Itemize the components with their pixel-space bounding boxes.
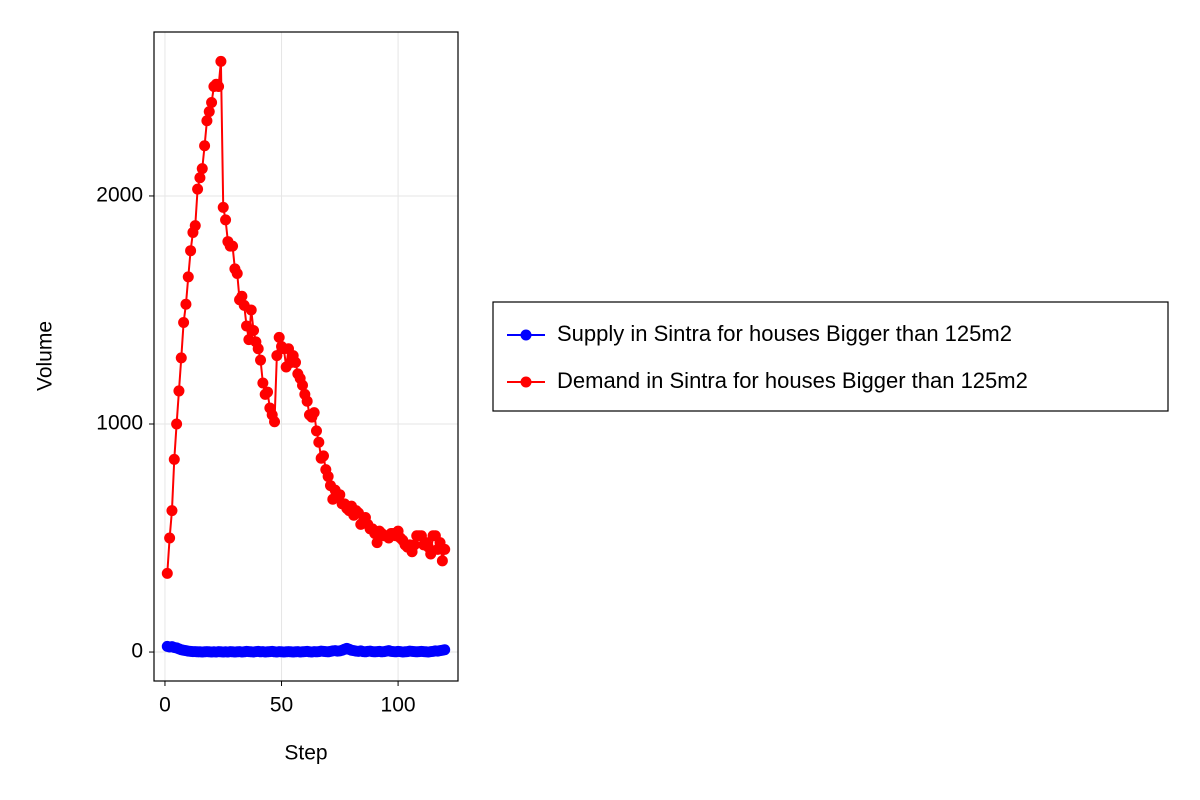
y-tick-label: 1000: [96, 412, 143, 435]
data-point: [231, 267, 243, 279]
data-point: [436, 555, 448, 567]
data-point: [439, 644, 451, 656]
x-tick-label: 0: [159, 694, 171, 717]
data-point: [313, 436, 325, 448]
y-tick-label: 0: [131, 640, 143, 663]
data-point: [194, 172, 206, 184]
data-point: [290, 356, 302, 368]
data-point: [262, 386, 274, 398]
legend-label: Demand in Sintra for houses Bigger than …: [557, 368, 1028, 393]
data-point: [248, 325, 260, 337]
data-point: [180, 298, 192, 310]
data-point: [408, 539, 420, 551]
data-point: [257, 377, 269, 389]
series-line: [166, 61, 446, 574]
data-point: [215, 55, 227, 67]
plot-frame: [153, 31, 459, 682]
data-point: [217, 201, 229, 213]
data-point: [301, 395, 313, 407]
legend-marker: [520, 376, 532, 388]
x-axis-label: Step: [284, 742, 327, 765]
data-point: [273, 331, 285, 343]
data-point: [196, 163, 208, 175]
data-point: [317, 450, 329, 462]
data-point: [171, 418, 183, 430]
data-point: [271, 350, 283, 362]
legend-label: Supply in Sintra for houses Bigger than …: [557, 321, 1012, 346]
data-point: [213, 81, 225, 93]
data-point: [269, 416, 281, 428]
y-axis-label: Volume: [34, 321, 57, 391]
data-point: [199, 140, 211, 152]
data-point: [161, 567, 173, 579]
data-point: [185, 245, 197, 257]
data-point: [371, 537, 383, 549]
data-point: [164, 532, 176, 544]
legend-box: [492, 301, 1169, 412]
data-point: [245, 304, 257, 316]
data-point: [236, 290, 248, 302]
data-point: [334, 489, 346, 501]
data-point: [206, 96, 218, 108]
y-tick-label: 2000: [96, 184, 143, 207]
data-point: [322, 470, 334, 482]
data-point: [175, 352, 187, 364]
data-point: [203, 106, 215, 118]
data-point: [227, 240, 239, 252]
data-point: [297, 379, 309, 391]
data-point: [168, 453, 180, 465]
legend-marker: [520, 329, 532, 341]
data-point: [252, 343, 264, 355]
data-point: [201, 115, 213, 127]
x-tick-label: 50: [270, 694, 293, 717]
data-point: [182, 271, 194, 283]
data-point: [166, 505, 178, 517]
data-point: [178, 317, 190, 329]
data-point: [220, 214, 232, 226]
data-point: [173, 385, 185, 397]
data-point: [192, 183, 204, 195]
data-point: [439, 543, 451, 555]
x-tick-label: 100: [381, 694, 416, 717]
data-point: [310, 425, 322, 437]
data-point: [189, 220, 201, 232]
data-point: [308, 407, 320, 419]
data-point: [255, 354, 267, 366]
